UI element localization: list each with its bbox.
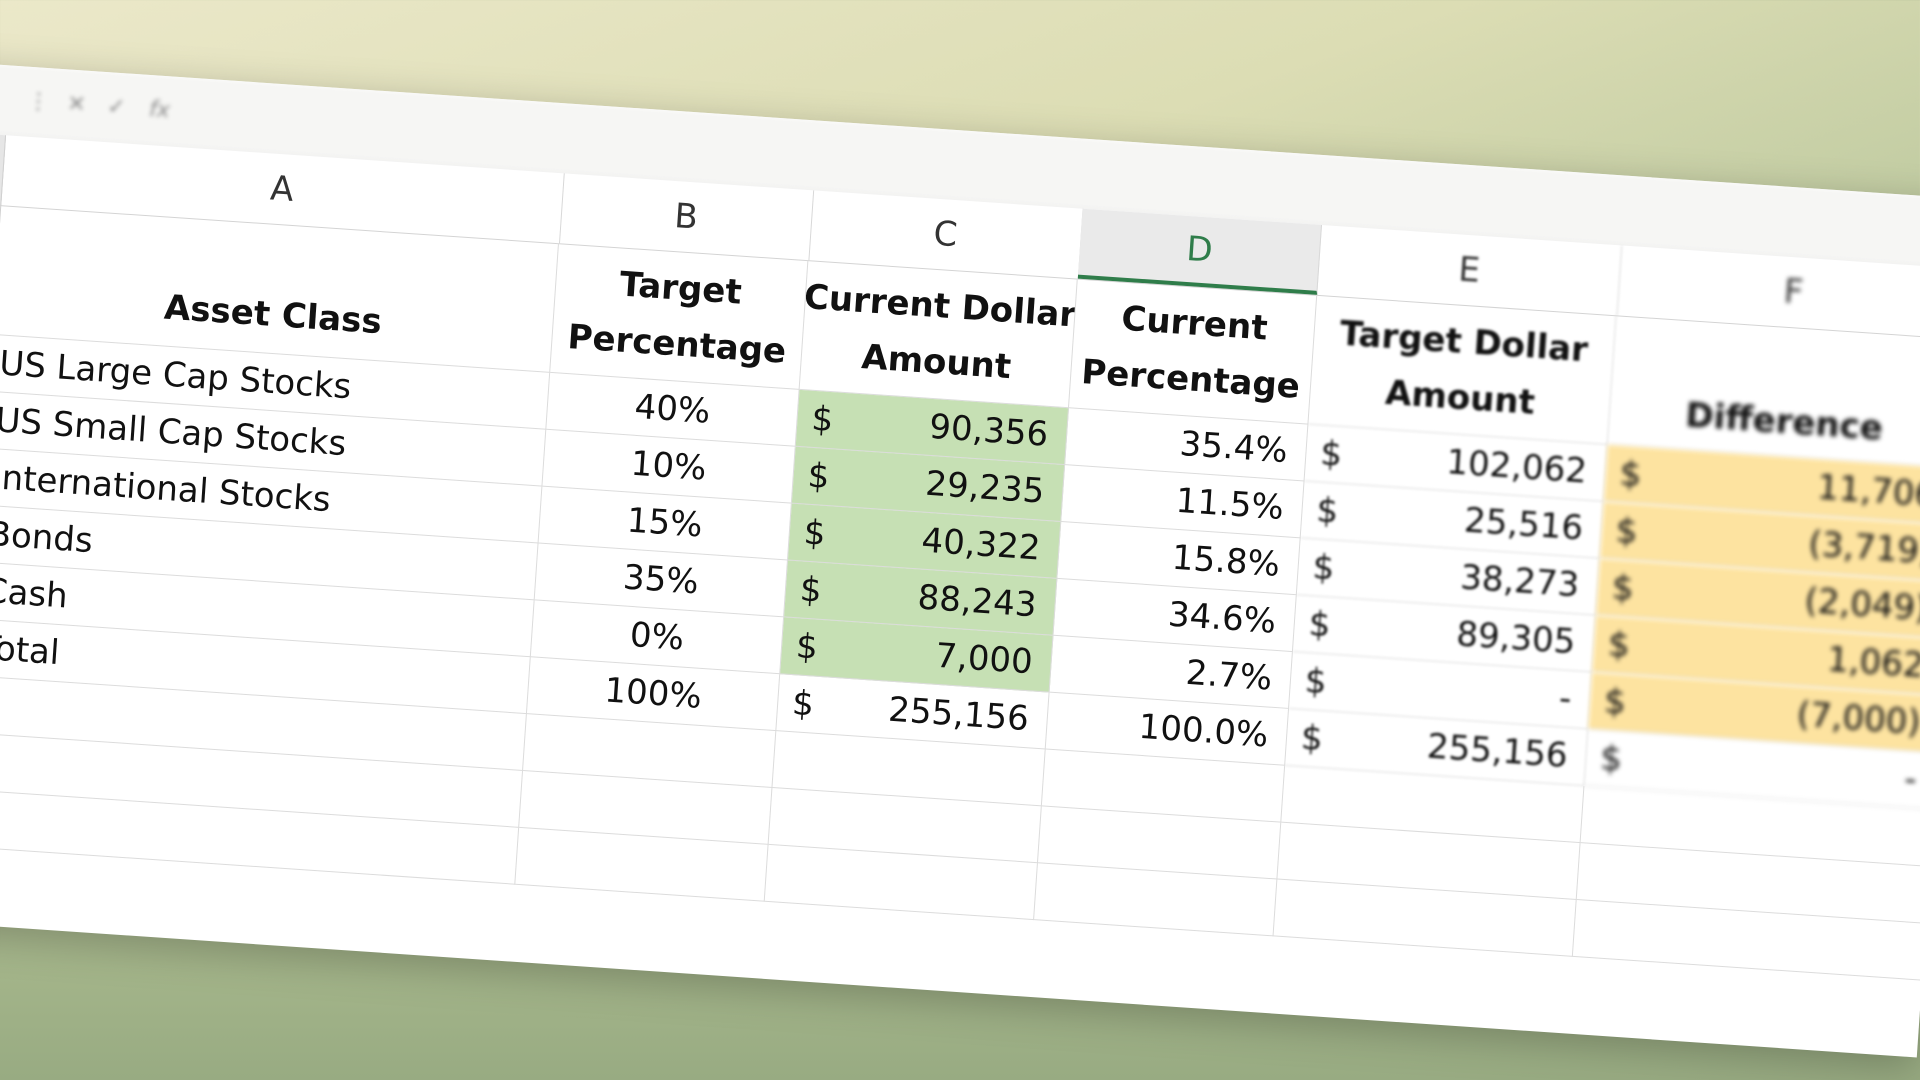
cell-grid: Asset Class Target Percentage Current Dol… — [0, 205, 1920, 1057]
cancel-icon[interactable]: ✕ — [66, 91, 87, 118]
header-difference[interactable]: Difference — [1607, 315, 1920, 469]
confirm-icon[interactable]: ✓ — [106, 94, 127, 121]
header-target-dollar-amount[interactable]: Target Dollar Amount — [1308, 294, 1617, 446]
spreadsheet: ⋮ ✕ ✓ fx A B C D E F Asset Class Target P… — [0, 60, 1920, 1058]
header-current-dollar-amount[interactable]: Current Dollar Amount — [799, 260, 1078, 409]
header-current-percentage[interactable]: Current Percentage — [1068, 278, 1318, 425]
header-target-percentage[interactable]: Target Percentage — [550, 243, 809, 390]
more-icon[interactable]: ⋮ — [26, 88, 51, 116]
spreadsheet-window: ⋮ ✕ ✓ fx A B C D E F Asset Class Target P… — [0, 60, 1920, 1058]
function-icon[interactable]: fx — [148, 97, 171, 124]
